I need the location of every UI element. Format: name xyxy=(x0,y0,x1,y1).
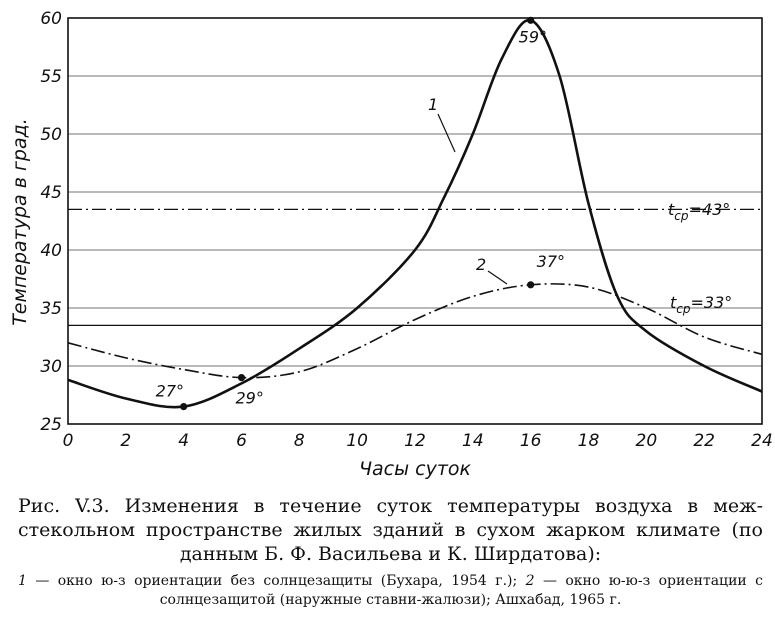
note-2-num: 2 xyxy=(525,573,535,589)
ref-label-43: tср=43° xyxy=(668,200,730,223)
series-line-1 xyxy=(67,18,763,409)
note-2-text: — окно ю-ю-з ориентации с солнцезащитой … xyxy=(159,573,763,608)
figure-caption: Рис. V.3. Изменения в течение суток темп… xyxy=(18,494,763,610)
y-tick-40: 40 xyxy=(40,241,62,261)
x-tick-18: 18 xyxy=(578,431,600,451)
x-tick-0: 0 xyxy=(63,431,74,451)
y-tick-60: 60 xyxy=(40,9,62,29)
x-tick-labels: 0 2 4 6 8 10 12 14 16 18 20 22 24 xyxy=(63,431,773,451)
curve-label-2: 2 xyxy=(476,255,486,274)
note-1-num: 1 xyxy=(18,573,27,589)
gridlines xyxy=(68,75,762,367)
plot-frame xyxy=(67,17,763,425)
annotation-4: 37° xyxy=(537,252,565,271)
x-tick-22: 22 xyxy=(693,431,715,451)
y-tick-45: 45 xyxy=(40,183,62,203)
y-axis-title: Температура в град. xyxy=(9,118,31,326)
x-tick-6: 6 xyxy=(236,431,247,451)
series-line-2 xyxy=(67,283,763,379)
note-1-text: — окно ю-з ориентации без солнцезащиты (… xyxy=(26,573,526,589)
y-tick-labels: 25 30 35 40 45 50 55 60 xyxy=(40,9,62,435)
point-4 xyxy=(527,281,535,289)
x-tick-10: 10 xyxy=(346,431,368,451)
curve-label-1: 1 xyxy=(428,95,438,114)
series-lines xyxy=(67,18,763,409)
curve-2-leader xyxy=(487,270,508,285)
curve-1-leader xyxy=(437,113,456,153)
x-tick-2: 2 xyxy=(120,431,131,451)
data-points xyxy=(180,16,535,411)
point-2 xyxy=(237,374,246,382)
x-axis-title: Часы суток xyxy=(359,458,472,480)
annotation-3: 59° xyxy=(519,27,547,46)
reference-lines xyxy=(68,208,762,327)
y-tick-25: 25 xyxy=(40,415,62,435)
ref-label-33: tср=33° xyxy=(670,293,732,316)
annotation-2: 29° xyxy=(236,389,264,408)
point-1 xyxy=(180,403,188,411)
y-tick-50: 50 xyxy=(40,125,62,145)
annotation-1: 27° xyxy=(156,382,184,401)
y-tick-35: 35 xyxy=(40,299,62,319)
annotations: 27° 29° 59° 37° xyxy=(156,27,565,407)
x-tick-14: 14 xyxy=(462,431,484,451)
x-tick-24: 24 xyxy=(751,431,773,451)
point-3 xyxy=(527,16,535,24)
x-tick-8: 8 xyxy=(294,431,305,451)
y-tick-55: 55 xyxy=(40,67,62,87)
x-tick-4: 4 xyxy=(178,431,189,451)
y-tick-30: 30 xyxy=(40,357,62,377)
x-tick-12: 12 xyxy=(404,431,426,451)
x-tick-20: 20 xyxy=(636,431,658,451)
caption-main: Рис. V.3. Изменения в течение суток темп… xyxy=(18,495,763,565)
caption-note: 1 — окно ю-з ориентации без солнцезащиты… xyxy=(18,572,763,610)
x-tick-16: 16 xyxy=(520,431,542,451)
